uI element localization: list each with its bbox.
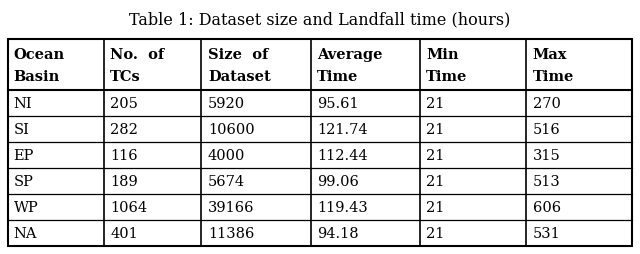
Text: Max: Max [532,48,567,62]
Text: 270: 270 [532,97,561,111]
Text: 95.61: 95.61 [317,97,359,111]
Text: Time: Time [426,70,468,84]
Text: Min: Min [426,48,459,62]
Text: 10600: 10600 [208,123,255,137]
Text: 205: 205 [110,97,138,111]
Text: 4000: 4000 [208,149,245,163]
Text: 121.74: 121.74 [317,123,368,137]
Text: 99.06: 99.06 [317,175,359,189]
Text: 315: 315 [532,149,560,163]
Text: 21: 21 [426,227,445,241]
Text: 606: 606 [532,201,561,215]
Text: Table 1: Dataset size and Landfall time (hours): Table 1: Dataset size and Landfall time … [129,11,511,28]
Text: Time: Time [317,70,358,84]
Text: Basin: Basin [13,70,60,84]
Text: 21: 21 [426,201,445,215]
Text: Time: Time [532,70,574,84]
Text: 21: 21 [426,123,445,137]
Text: 94.18: 94.18 [317,227,359,241]
Text: WP: WP [13,201,38,215]
Text: Size  of: Size of [208,48,268,62]
Text: 112.44: 112.44 [317,149,368,163]
Text: 39166: 39166 [208,201,254,215]
Text: 5920: 5920 [208,97,245,111]
Text: SP: SP [13,175,33,189]
Text: Average: Average [317,48,383,62]
Text: 21: 21 [426,97,445,111]
Text: NA: NA [13,227,37,241]
Text: 531: 531 [532,227,560,241]
Text: 513: 513 [532,175,560,189]
Text: 1064: 1064 [110,201,147,215]
Text: 5674: 5674 [208,175,245,189]
Bar [8,39,632,246]
Text: 282: 282 [110,123,138,137]
Text: 21: 21 [426,175,445,189]
Text: EP: EP [13,149,34,163]
Text: 21: 21 [426,149,445,163]
Text: 116: 116 [110,149,138,163]
Text: 119.43: 119.43 [317,201,368,215]
Text: Ocean: Ocean [13,48,65,62]
Text: 401: 401 [110,227,138,241]
Text: SI: SI [13,123,29,137]
Text: 516: 516 [532,123,560,137]
Text: NI: NI [13,97,32,111]
Text: TCs: TCs [110,70,141,84]
Text: Dataset: Dataset [208,70,271,84]
Text: 189: 189 [110,175,138,189]
Text: 11386: 11386 [208,227,254,241]
Text: No.  of: No. of [110,48,164,62]
